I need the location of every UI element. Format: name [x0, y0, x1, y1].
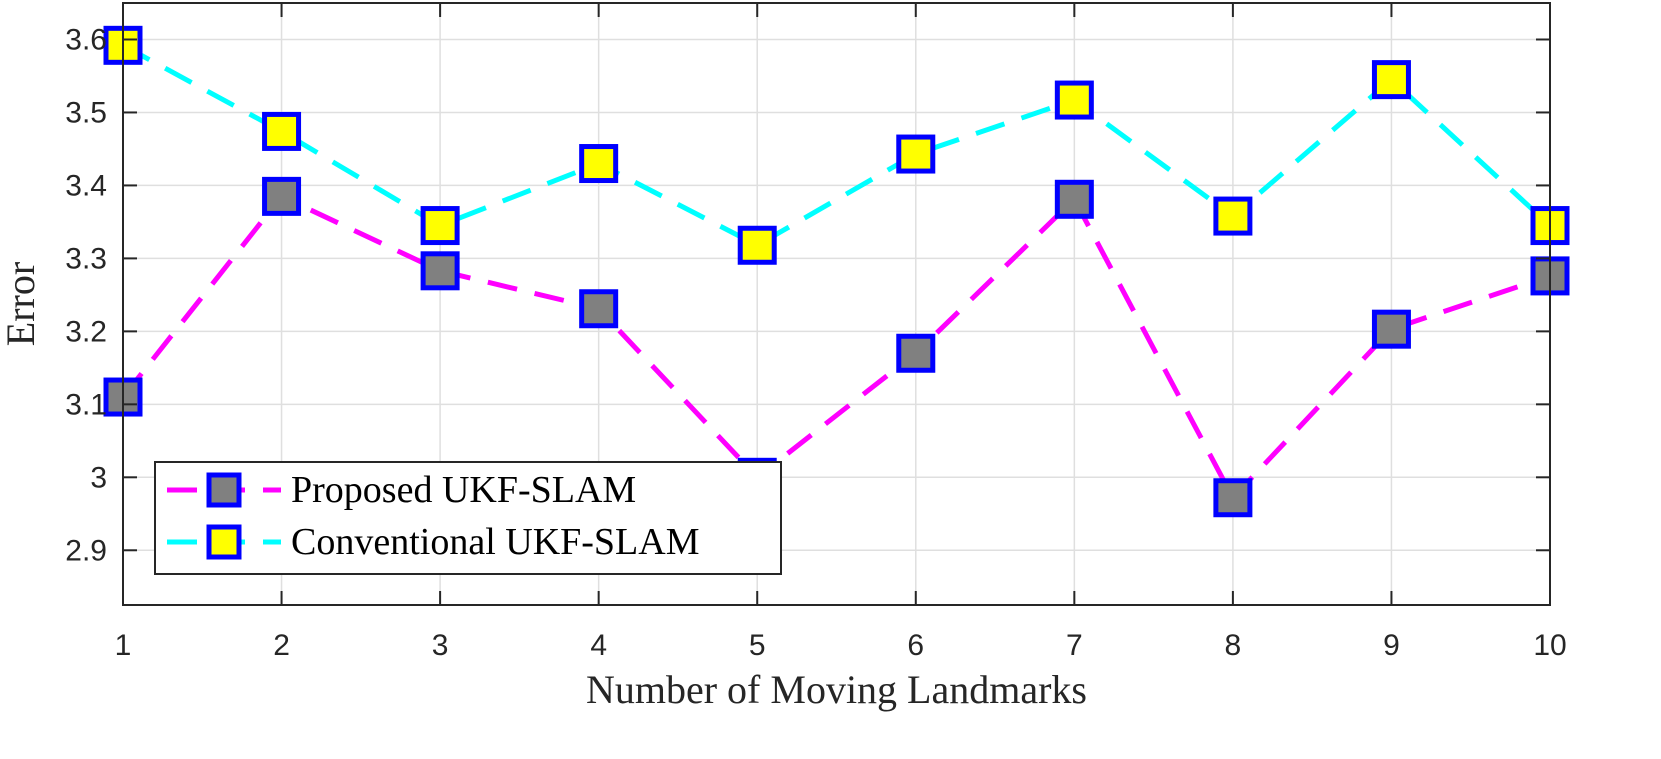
x-tick-labels: 1 2 3 4 5 6 7 8 9 10	[115, 629, 1567, 662]
y-tick-label: 3.1	[65, 388, 107, 421]
series-line	[121, 43, 1552, 249]
data-point	[579, 144, 619, 184]
legend-entry-2: Conventional UKF-SLAM	[167, 521, 700, 563]
y-tick-labels: 2.9 3 3.1 3.2 3.3 3.4 3.5 3.6	[65, 23, 107, 567]
y-tick-label: 3.5	[65, 96, 107, 129]
x-tick-label: 7	[1066, 629, 1083, 662]
x-tick-label: 5	[749, 629, 766, 662]
data-point	[262, 111, 302, 151]
data-point	[420, 206, 460, 246]
x-tick-label: 4	[590, 629, 607, 662]
x-tick-label: 10	[1533, 629, 1566, 662]
data-point	[896, 333, 936, 373]
x-tick-label: 9	[1383, 629, 1400, 662]
y-tick-label: 3.6	[65, 23, 107, 56]
series-2	[103, 25, 1570, 265]
data-point	[1054, 80, 1094, 120]
data-point	[420, 251, 460, 291]
data-point	[1371, 309, 1411, 349]
series-line	[121, 193, 1551, 502]
y-tick-label: 3.2	[65, 315, 107, 348]
legend-label: Proposed UKF-SLAM	[291, 469, 636, 511]
x-tick-label: 3	[432, 629, 449, 662]
plot-area-border	[122, 2, 1551, 606]
x-tick-label: 6	[907, 629, 924, 662]
x-axis-label: Number of Moving Landmarks	[586, 667, 1087, 712]
y-axis-label: Error	[0, 262, 43, 346]
data-point	[1213, 196, 1253, 236]
legend: Proposed UKF-SLAM Conventional UKF-SLAM	[154, 461, 782, 575]
legend-label: Conventional UKF-SLAM	[291, 521, 700, 563]
tick-marks	[122, 3, 1551, 605]
data-point	[737, 225, 777, 265]
data-point	[262, 176, 302, 216]
data-point	[1213, 478, 1253, 518]
data-point	[1371, 60, 1411, 100]
legend-box	[154, 461, 782, 575]
x-tick-label: 2	[273, 629, 290, 662]
x-tick-label: 8	[1225, 629, 1242, 662]
legend-marker	[206, 472, 242, 508]
x-tick-label: 1	[115, 629, 132, 662]
legend-entries: Proposed UKF-SLAM Conventional UKF-SLAM	[167, 469, 700, 563]
data-point	[579, 289, 619, 329]
y-tick-label: 3.3	[65, 242, 107, 275]
legend-entry-1: Proposed UKF-SLAM	[167, 469, 636, 511]
y-tick-label: 2.9	[65, 534, 107, 567]
series-layer	[103, 25, 1570, 518]
y-tick-label: 3	[90, 461, 107, 494]
data-point	[1054, 179, 1094, 219]
y-tick-label: 3.4	[65, 169, 107, 202]
data-point	[896, 134, 936, 174]
legend-marker	[206, 524, 242, 560]
